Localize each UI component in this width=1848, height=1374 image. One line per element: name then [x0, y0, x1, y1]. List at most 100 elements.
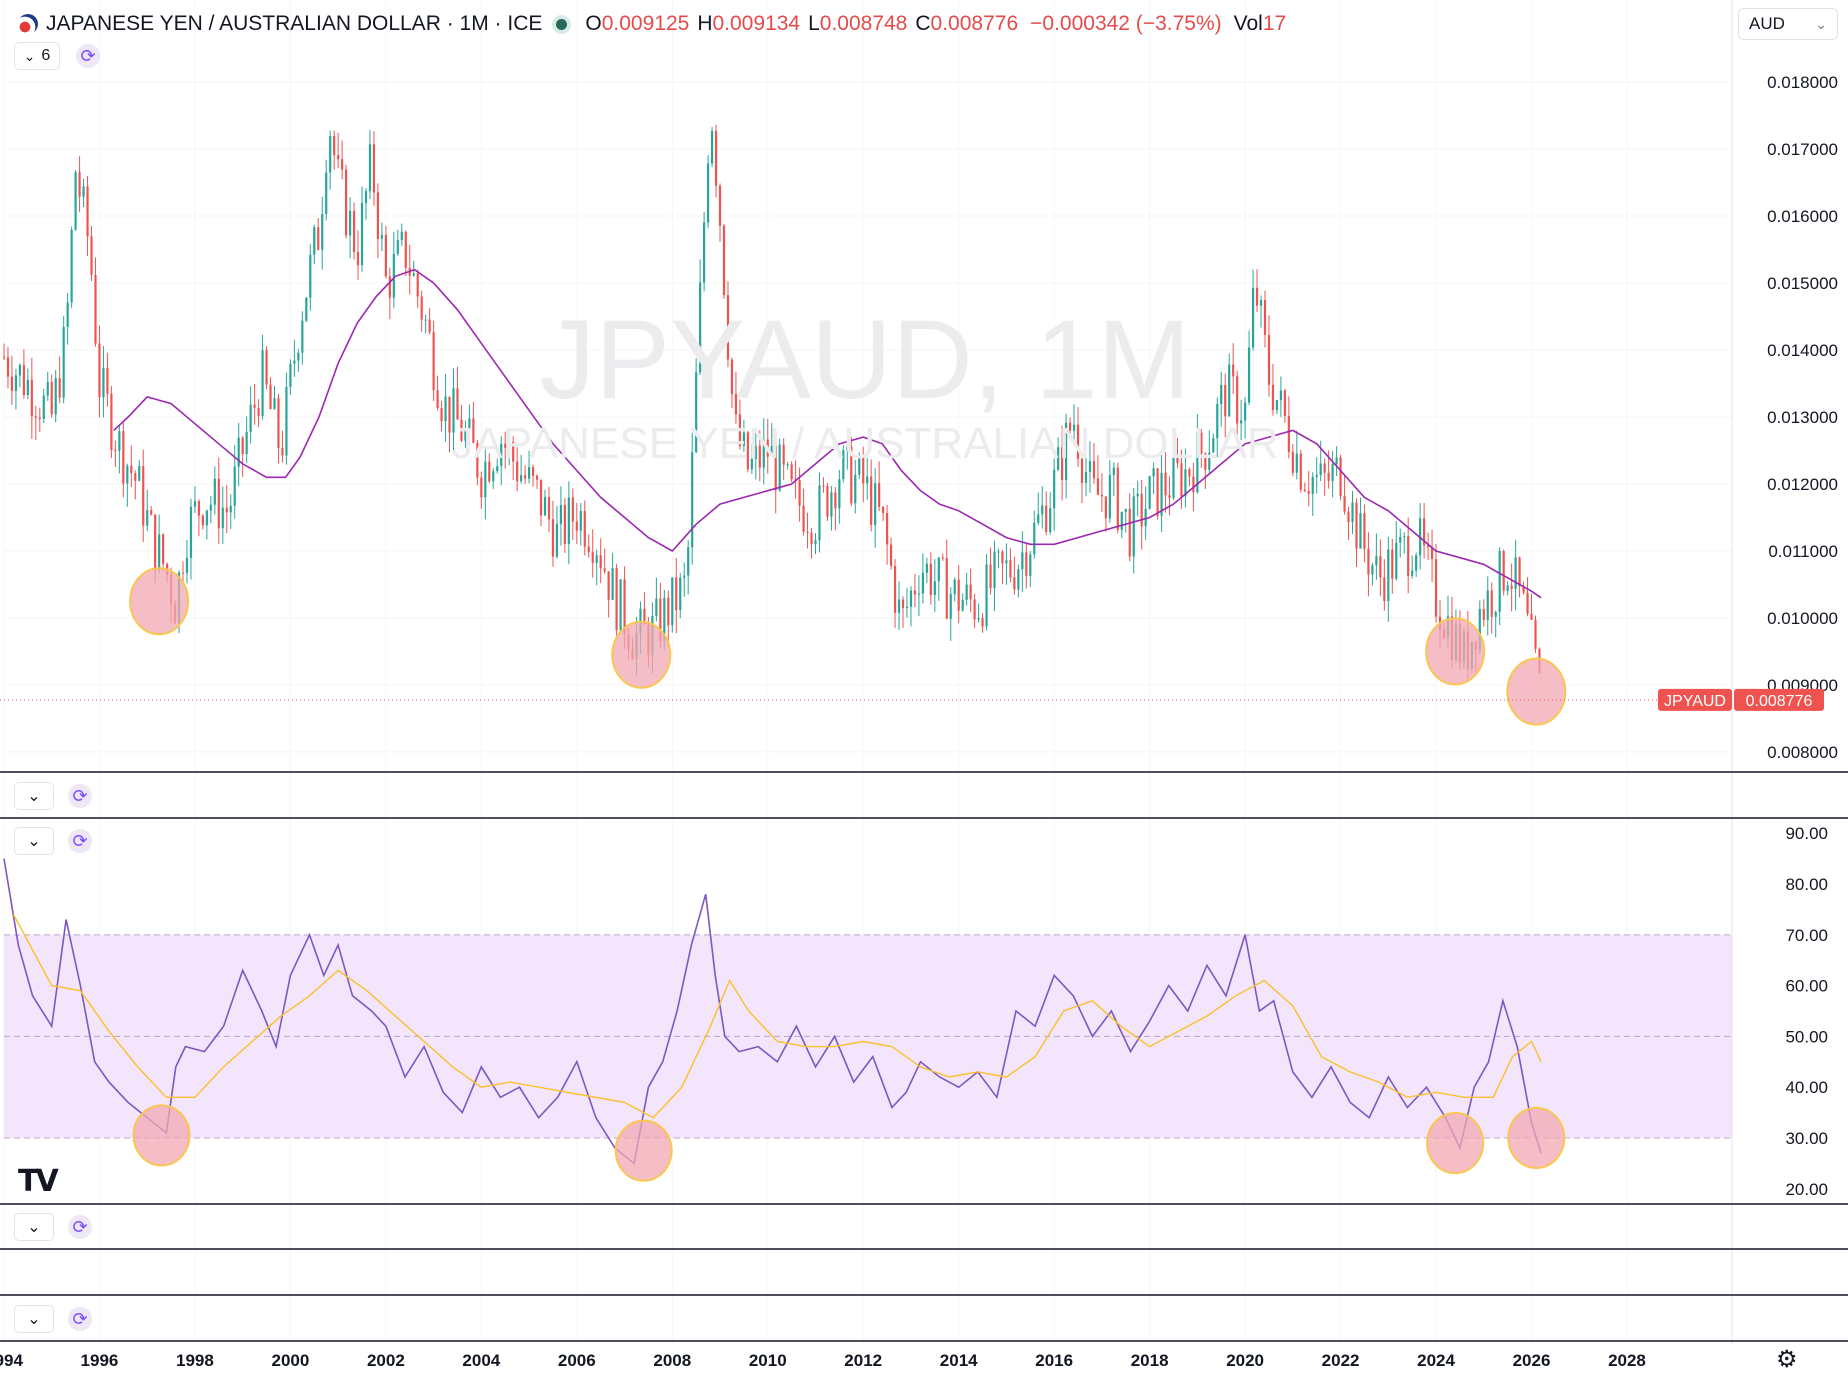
candle-body [1033, 522, 1036, 555]
candle-body [285, 386, 288, 456]
candle-body [1188, 469, 1191, 477]
candle-body [659, 598, 662, 641]
candle-body [858, 456, 861, 475]
chevron-down-icon: ⌄ [27, 1219, 41, 1236]
candle-body [277, 398, 280, 448]
time-tick-label: 1996 [81, 1351, 119, 1370]
candle-body [1375, 556, 1378, 566]
candle-body [1283, 390, 1286, 417]
candle-body [1323, 463, 1326, 473]
candle-body [559, 505, 562, 524]
candle-body [878, 483, 881, 507]
candle-body [1005, 560, 1008, 564]
candle-body [1116, 467, 1119, 530]
currency-select[interactable]: AUD ⌄ [1738, 8, 1838, 40]
pane-2-controls: ⌄ ⟳ [14, 782, 92, 810]
candle-body [683, 575, 686, 578]
sync-icon[interactable]: ⟳ [76, 44, 100, 68]
candle-body [555, 523, 559, 557]
candle-body [122, 431, 125, 484]
candle-body [1152, 468, 1155, 477]
candle-body [818, 485, 821, 541]
candle-body [138, 466, 141, 481]
candle-body [185, 557, 189, 573]
indicator-count: 6 [41, 47, 51, 64]
candle-body [703, 222, 706, 283]
candle-body [874, 483, 877, 525]
candle-body [1076, 424, 1080, 459]
candle-body [325, 172, 328, 214]
candle-body [619, 579, 622, 631]
sync-icon[interactable]: ⟳ [68, 1215, 92, 1239]
candle-body [1526, 592, 1529, 614]
candle-body [66, 302, 69, 327]
candle-body [567, 497, 570, 544]
rsi-line [3, 858, 1542, 1165]
gear-icon[interactable]: ⚙ [1776, 1346, 1798, 1373]
candle-body [830, 492, 833, 517]
chevron-down-icon: ⌄ [27, 833, 41, 850]
price-tick-label: 0.016000 [1767, 207, 1838, 226]
candle-body [583, 510, 586, 547]
candle-body [1434, 559, 1438, 617]
candle-body [313, 227, 316, 255]
rsi-highlight-circle [614, 1119, 673, 1182]
pane-collapse-button[interactable]: ⌄ [14, 782, 54, 810]
candle-body [22, 365, 25, 396]
candle-body [810, 532, 813, 545]
sync-icon[interactable]: ⟳ [68, 1307, 92, 1331]
candle-body [1251, 287, 1255, 348]
candle-body [1108, 474, 1111, 519]
rsi-ma-line [12, 914, 1542, 1119]
candle-body [746, 432, 749, 470]
candle-body [488, 461, 491, 482]
candle-body [909, 590, 913, 607]
candle-body [368, 144, 372, 192]
candle-body [90, 236, 93, 275]
candle-body [1331, 464, 1334, 481]
indicators-toggle-button[interactable]: ⌄ 6 [14, 42, 60, 70]
candle-body [1112, 467, 1115, 475]
candle-body [535, 475, 539, 480]
price-highlight-circle [1506, 657, 1567, 726]
candle-body [1236, 376, 1239, 424]
candle-body [643, 608, 646, 625]
chevron-down-icon: ⌄ [27, 788, 41, 805]
market-status-icon[interactable] [556, 18, 568, 30]
candle-body [866, 476, 869, 484]
candle-body [802, 505, 805, 532]
candle-body [1013, 577, 1016, 590]
candle-body [249, 404, 252, 432]
candle-body [1025, 552, 1028, 576]
candle-body [253, 404, 256, 408]
candle-body [1327, 472, 1330, 481]
candle-body [329, 136, 332, 173]
candle-body [599, 555, 602, 569]
symbol-title[interactable]: JAPANESE YEN / AUSTRALIAN DOLLAR · 1M · … [46, 12, 543, 35]
candle-body [1482, 609, 1485, 620]
candle-body [356, 251, 360, 266]
candle-body [531, 467, 535, 476]
candle-body [504, 443, 507, 448]
candle-body [301, 320, 304, 353]
candle-body [221, 507, 224, 529]
pane-collapse-button[interactable]: ⌄ [14, 827, 54, 855]
candle-body [181, 572, 185, 574]
sync-icon[interactable]: ⟳ [68, 784, 92, 808]
candle-body [921, 572, 924, 594]
candle-body [575, 521, 578, 531]
pane-collapse-button[interactable]: ⌄ [14, 1213, 54, 1241]
candle-body [2, 356, 6, 358]
sync-icon[interactable]: ⟳ [68, 829, 92, 853]
candle-body [667, 597, 670, 626]
candle-body [539, 479, 543, 516]
candle-body [1080, 458, 1084, 483]
candle-body [762, 439, 765, 468]
pane-collapse-button[interactable]: ⌄ [14, 1305, 54, 1333]
candle-body [1100, 494, 1103, 497]
candle-body [456, 388, 459, 420]
candle-body [961, 599, 964, 611]
candle-body [1176, 455, 1179, 464]
tradingview-logo-icon[interactable]: TV [18, 1164, 59, 1199]
